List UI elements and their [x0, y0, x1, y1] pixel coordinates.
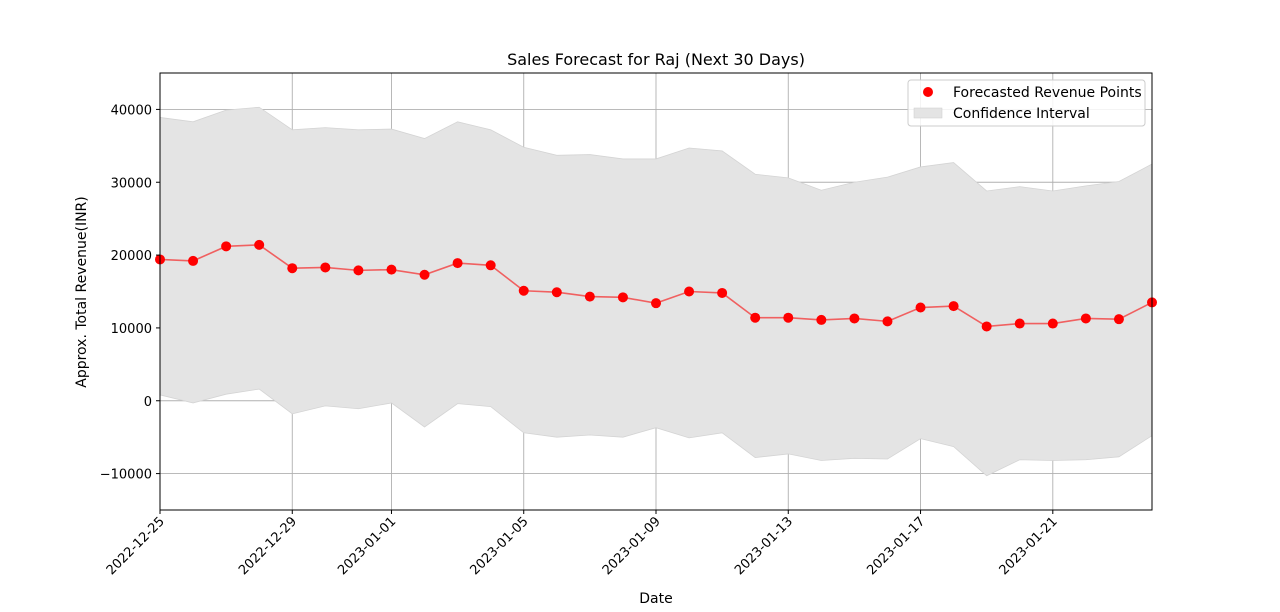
forecast-point: [518, 285, 529, 296]
legend-frame: [907, 79, 1146, 127]
forecast-point: [584, 291, 595, 302]
forecast-points-layer: [155, 239, 1157, 332]
forecast-point: [617, 292, 628, 303]
legend-label-forecast: Forecasted Revenue Points: [953, 85, 1142, 101]
x-axis-label: Date: [639, 591, 672, 607]
forecast-point: [1113, 314, 1124, 325]
forecast-point: [882, 316, 893, 327]
y-ticks: −10000 0 10000 20000 30000 40000: [100, 103, 160, 483]
forecast-point: [485, 260, 496, 271]
forecast-point: [419, 269, 430, 280]
forecast-point: [1080, 313, 1091, 324]
forecast-point: [287, 263, 298, 274]
confidence-band-layer: [159, 106, 1153, 477]
forecast-point: [1047, 318, 1058, 329]
forecast-point: [816, 314, 827, 325]
y-tick-label: 40000: [111, 103, 152, 118]
forecast-point: [353, 265, 364, 276]
forecast-point: [1014, 318, 1025, 329]
forecast-point: [254, 239, 265, 250]
forecast-point: [386, 264, 397, 275]
y-tick-label: −10000: [100, 468, 152, 483]
forecast-point: [717, 287, 728, 298]
x-tick-label: 2023-01-05: [468, 514, 532, 578]
forecast-point: [651, 298, 661, 309]
forecast-point: [452, 258, 463, 269]
legend-band-swatch: [913, 107, 943, 119]
forecast-point: [750, 312, 761, 323]
forecast-point: [684, 286, 695, 297]
forecast-point: [320, 262, 331, 273]
forecast-point: [915, 302, 926, 313]
x-ticks: 2022-12-25 2022-12-29 2023-01-01 2023-01-05…: [104, 510, 1061, 578]
y-tick-label: 0: [144, 395, 152, 410]
chart-title: Sales Forecast for Raj (Next 30 Days): [507, 50, 805, 69]
forecast-point: [849, 313, 860, 324]
forecast-point: [981, 321, 992, 332]
legend-label-confidence: Confidence Interval: [953, 106, 1090, 122]
x-tick-label: 2023-01-01: [335, 514, 399, 578]
y-tick-label: 20000: [111, 249, 152, 264]
forecast-point: [783, 312, 794, 323]
x-tick-label: 2023-01-17: [864, 514, 928, 578]
forecast-point: [948, 301, 959, 312]
x-tick-label: 2023-01-13: [732, 514, 796, 578]
y-tick-label: 30000: [111, 176, 152, 191]
x-tick-label: 2022-12-29: [236, 514, 300, 578]
forecast-point: [221, 241, 232, 252]
forecast-point: [551, 287, 562, 298]
confidence-interval-band: [159, 106, 1153, 477]
x-tick-label: 2022-12-25: [104, 514, 168, 578]
x-tick-label: 2023-01-09: [600, 514, 664, 578]
y-tick-label: 10000: [111, 322, 152, 337]
x-tick-label: 2023-01-21: [997, 514, 1061, 578]
y-axis-label: Approx. Total Revenue(INR): [74, 196, 90, 388]
legend-point-swatch: [923, 87, 933, 97]
legend: Forecasted Revenue Points Confidence Int…: [907, 79, 1146, 127]
forecast-point: [188, 255, 199, 266]
